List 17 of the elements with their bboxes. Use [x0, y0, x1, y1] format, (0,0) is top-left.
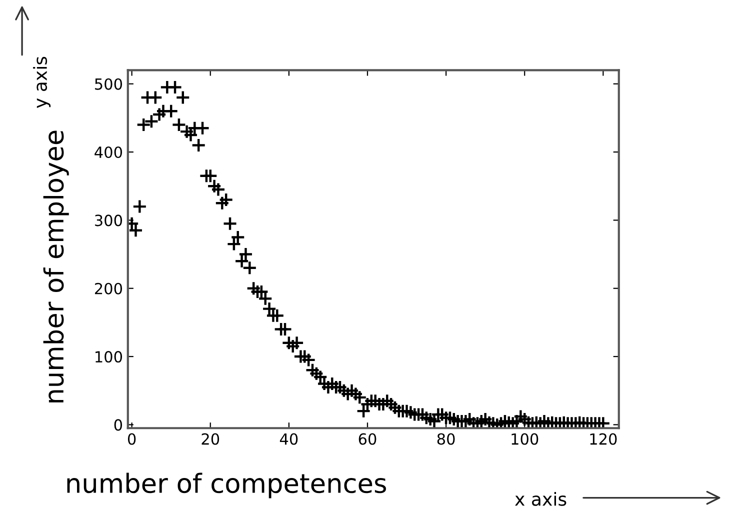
y-axis-title: number of employee: [43, 130, 69, 402]
y-tick-label: 100: [96, 350, 122, 363]
x-tick-label: 80: [437, 433, 455, 445]
x-tick-label: 100: [512, 433, 538, 445]
y-tick-label: 200: [94, 282, 122, 294]
text: y axis: [33, 56, 51, 108]
x-tick-label: 120: [590, 433, 617, 445]
y-tick-label: 300: [95, 214, 122, 226]
x-axis-title: number of competences: [67, 472, 386, 498]
x-tick-label: 0: [128, 433, 136, 445]
x-tick-label: 40: [280, 433, 298, 445]
x-tick-label: 60: [358, 433, 376, 445]
y-tick-label: 500: [95, 78, 122, 90]
x-tick-label: 20: [202, 433, 220, 445]
y-tick-label: 400: [94, 146, 122, 158]
text: x axis: [515, 492, 566, 506]
y-tick-label: 0: [114, 419, 122, 431]
